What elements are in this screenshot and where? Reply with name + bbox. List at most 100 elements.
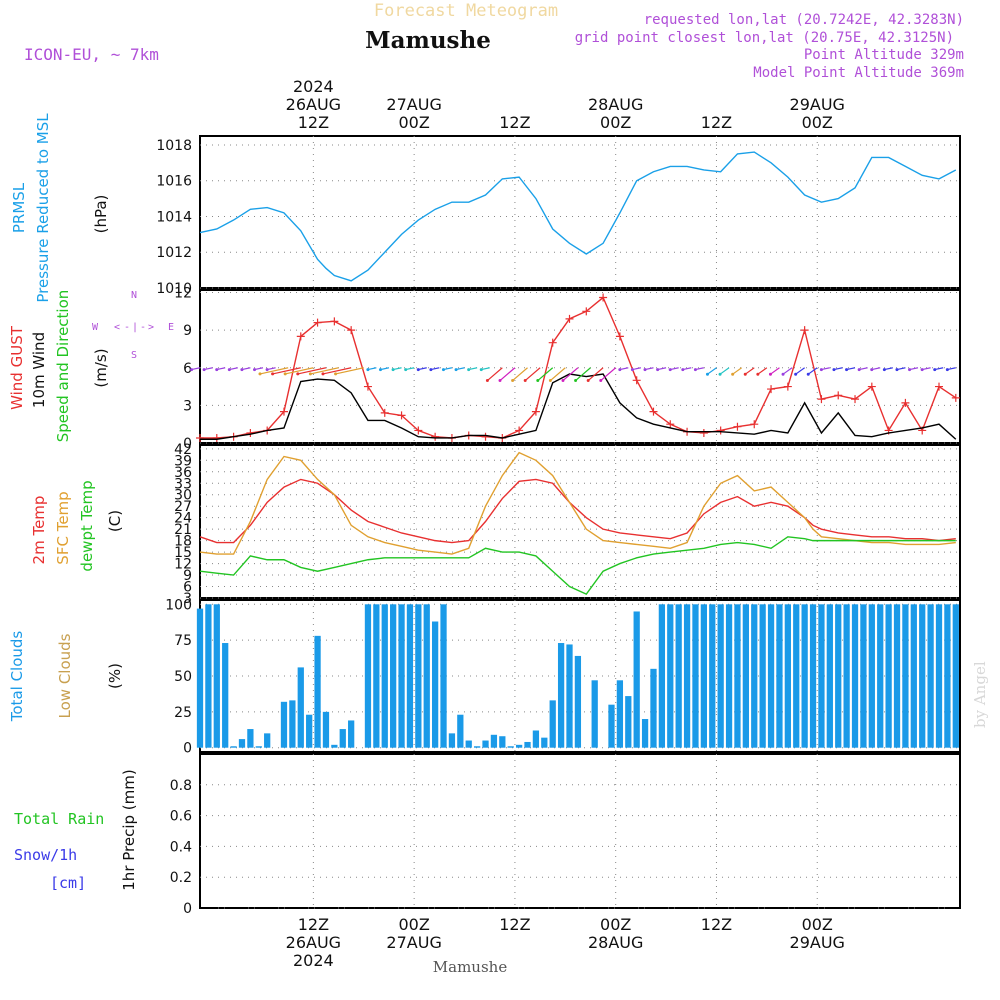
total-cloud-bar [633, 611, 640, 748]
total-cloud-bar [675, 604, 682, 748]
total-cloud-bar [776, 604, 783, 748]
total-cloud-bar [893, 604, 901, 748]
gust-marker [481, 432, 490, 441]
gust-marker [279, 407, 288, 416]
gust-marker [515, 426, 524, 435]
total-cloud-bar [944, 604, 951, 748]
wind-10m-label: 10m Wind [30, 332, 48, 408]
total-cloud-bar [473, 746, 481, 748]
total-cloud-bar [205, 604, 212, 748]
y-tick-label: 0 [183, 901, 192, 917]
total-cloud-bar [322, 711, 330, 748]
wind-arrow-head [857, 368, 861, 372]
time-tick-label: 00Z [600, 915, 631, 934]
total-cloud-bar [532, 730, 540, 748]
total-cloud-bar [423, 604, 430, 748]
total-cloud-bar [549, 700, 556, 748]
y-tick-label: 0 [183, 741, 192, 757]
y-tick-label: 1012 [156, 245, 192, 261]
total-cloud-bar [222, 643, 229, 748]
wind-arrow-head [321, 372, 325, 376]
total-cloud-bar [524, 741, 531, 748]
total-cloud-bar [717, 604, 724, 748]
total-cloud-bar [415, 604, 422, 748]
gust-marker [347, 326, 356, 335]
total-cloud-bar [390, 604, 397, 748]
wind-arrow-head [718, 372, 722, 376]
total-cloud-bar [230, 746, 237, 748]
wind-arrow [562, 367, 579, 381]
total-cloud-bar [490, 734, 498, 748]
wind-arrow-head [781, 372, 785, 376]
wind-arrow [272, 367, 301, 375]
wind-arrow-head [668, 368, 672, 372]
total-cloud-bar [280, 701, 288, 748]
wind-arrow-head [743, 372, 747, 376]
y-tick-label: 9 [183, 323, 192, 339]
wind-arrow-head [731, 372, 735, 376]
panel-frame [199, 444, 961, 599]
credit-watermark: by Angel [971, 661, 989, 728]
y-tick-label: 27 [174, 499, 192, 515]
total-cloud-bar [264, 733, 271, 748]
y-tick-label: 1010 [156, 281, 192, 297]
wind-arrow-head [202, 368, 206, 372]
wind-arrow [575, 367, 591, 381]
wind-arrow [782, 367, 793, 375]
gridpoint-coords: grid point closest lon,lat (20.75E, 42.3… [575, 30, 954, 46]
total-cloud-bar [667, 604, 674, 748]
wind-arrow-head [656, 368, 660, 372]
total-cloud-bar [725, 604, 733, 748]
y-tick-label: 1018 [156, 138, 192, 154]
total-cloud-bar [616, 680, 624, 748]
y-tick-label: 50 [174, 669, 192, 685]
pressure-label-1: PRMSL [10, 182, 28, 233]
wind-arrow-head [467, 368, 471, 372]
time-tick-label: 12Z [298, 113, 329, 132]
wind-arrow-head [882, 368, 886, 372]
total-cloud-bar [625, 696, 632, 748]
time-tick-label: 26AUG [286, 933, 341, 952]
time-tick-label: 2024 [293, 77, 334, 96]
gust-marker [951, 393, 960, 402]
total-cloud-bar [373, 604, 380, 748]
wind-arrow-head [296, 372, 300, 376]
y-tick-label: 15 [174, 545, 192, 561]
y-tick-label: 42 [174, 442, 192, 458]
y-tick-label: 24 [174, 511, 192, 527]
total-cloud-bar [826, 604, 833, 748]
time-tick-label: 12Z [499, 113, 530, 132]
wind-arrow [587, 367, 604, 381]
wind-arrow [719, 367, 730, 375]
y-tick-label: 6 [183, 580, 192, 596]
gust-marker [380, 408, 389, 417]
total-cloud-bar [381, 604, 388, 748]
gust-marker [800, 326, 809, 335]
series-line-prmsl [199, 151, 957, 282]
panels: 1010101210141016101803691236912151821242… [156, 135, 961, 917]
wind-arrow-head [523, 379, 527, 383]
temp-2m-label: 2m Temp [30, 496, 48, 565]
wind-arrow-head [271, 372, 275, 376]
wind-arrow-head [945, 368, 949, 372]
panel-clouds: 0 25 50 75 100 [165, 597, 961, 757]
wind-arrow-head [574, 379, 578, 383]
time-tick-label: 2024 [293, 951, 334, 970]
wind-arrow-head [561, 379, 565, 383]
total-cloud-bar [835, 604, 842, 748]
temp-dewpt-label: dewpt Temp [78, 480, 96, 571]
y-tick-label: 6 [183, 361, 192, 377]
wind-arrow-head [190, 368, 194, 372]
model-label: ICON-EU, ~ 7km [24, 45, 159, 64]
wind-arrow-head [253, 368, 257, 372]
time-tick-label: 29AUG [790, 95, 845, 114]
wind-arrow [732, 367, 743, 375]
gust-marker [767, 385, 776, 394]
total-cloud-bar [784, 604, 791, 748]
y-tick-label: 12 [174, 286, 192, 302]
total-cloud-bar [196, 608, 204, 748]
y-tick-label: 30 [174, 488, 192, 504]
wind-arrow-head [404, 368, 408, 372]
wind-arrow-head [806, 372, 810, 376]
